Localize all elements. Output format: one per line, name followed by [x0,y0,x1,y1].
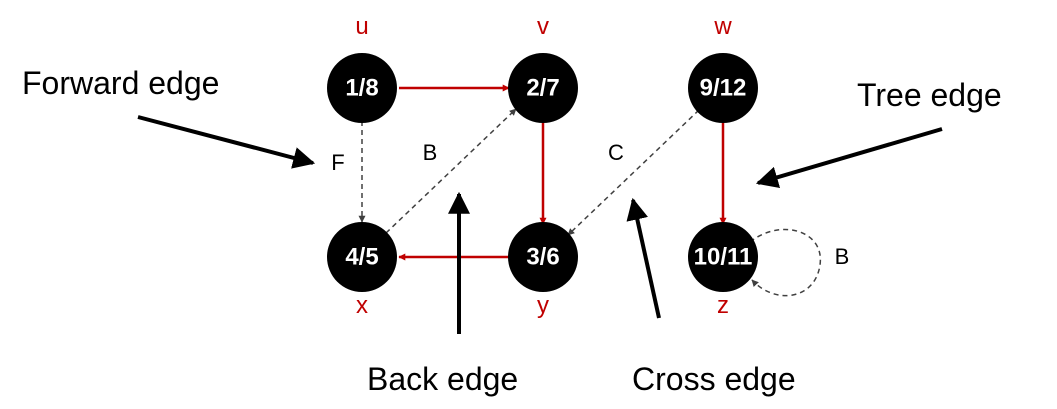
edge-label-cross: C [608,140,624,165]
edge-label-back: B [423,140,438,165]
edge-label-forward: F [331,150,344,175]
annotation-tree-edge: Tree edge [857,77,1002,113]
vertex-label-v: v [537,13,549,40]
node-v-times: 2/7 [526,75,559,102]
node-y: 3/6 [508,222,578,292]
node-u: 1/8 [327,53,397,123]
annotation-forward-edge: Forward edge [22,65,219,101]
cross-edge-w-y [567,109,700,236]
vertex-label-u: u [355,13,368,40]
node-z-times: 10/11 [694,244,753,271]
node-u-times: 1/8 [345,75,378,102]
tree-edge-pointer-arrow [755,127,943,188]
node-w: 9/12 [688,53,758,123]
vertex-label-x: x [356,292,368,319]
vertex-label-w: w [713,13,732,40]
back-edge-self-loop-z [749,228,821,297]
node-v: 2/7 [508,53,578,123]
back-edge-x-v [385,108,517,234]
forward-edge-pointer-arrow [137,115,316,169]
edge-label-self-loop: B [835,244,850,269]
cross-edge-pointer-arrow [626,197,661,319]
node-w-times: 9/12 [700,75,747,102]
node-z: 10/11 [688,222,758,292]
annotation-back-edge: Back edge [367,361,518,397]
node-y-times: 3/6 [526,244,559,271]
vertex-label-y: y [537,292,549,319]
node-x: 4/5 [327,222,397,292]
annotation-cross-edge: Cross edge [632,361,796,397]
node-x-times: 4/5 [345,244,378,271]
vertex-label-z: z [717,292,729,319]
